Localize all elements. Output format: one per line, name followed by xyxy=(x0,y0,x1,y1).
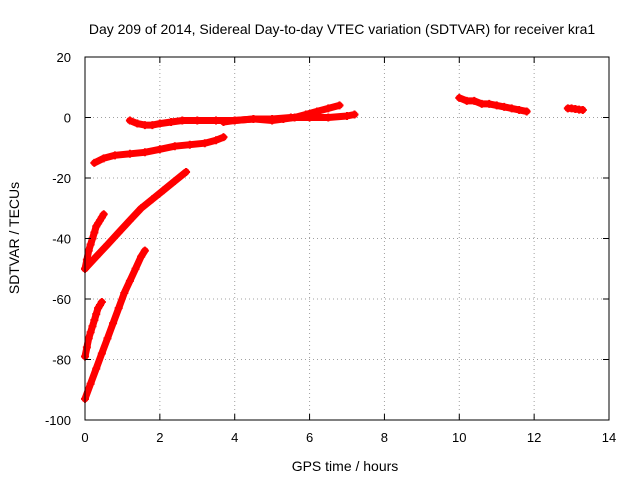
series-arc-2 xyxy=(81,168,190,273)
data-point xyxy=(140,121,149,130)
data-point xyxy=(343,111,351,120)
x-tick-label: 4 xyxy=(231,430,238,445)
data-point xyxy=(92,310,101,319)
data-point xyxy=(170,142,179,151)
data-point xyxy=(515,105,524,114)
data-point xyxy=(131,264,140,273)
data-point xyxy=(148,195,157,204)
data-point xyxy=(92,252,101,261)
data-point xyxy=(170,177,179,186)
data-point xyxy=(114,228,123,237)
data-point xyxy=(86,240,95,249)
data-point xyxy=(301,110,310,119)
data-point xyxy=(279,115,288,124)
data-point xyxy=(99,154,108,163)
x-tick-label: 6 xyxy=(306,430,313,445)
data-point xyxy=(230,116,239,125)
y-tick-label: 20 xyxy=(57,50,71,65)
data-point xyxy=(193,116,202,125)
data-point xyxy=(90,228,99,237)
data-series xyxy=(81,93,587,403)
y-tick-label: -40 xyxy=(52,232,71,247)
data-point xyxy=(140,148,149,157)
x-axis-label: GPS time / hours xyxy=(292,458,399,474)
data-point xyxy=(324,113,333,122)
data-point xyxy=(155,119,164,128)
data-point xyxy=(178,116,187,125)
data-point xyxy=(185,140,194,149)
data-point xyxy=(219,118,228,127)
x-tick-label: 0 xyxy=(81,430,88,445)
data-point xyxy=(109,319,118,328)
data-point xyxy=(114,304,123,313)
x-tick-label: 14 xyxy=(602,430,616,445)
y-tick-label: -20 xyxy=(52,171,71,186)
data-point xyxy=(492,101,501,110)
data-point xyxy=(313,107,322,116)
data-point xyxy=(485,99,494,108)
data-point xyxy=(500,102,509,111)
data-point xyxy=(290,113,299,122)
y-axis-label: SDTVAR / TECUs xyxy=(6,182,22,294)
data-point xyxy=(578,105,587,114)
data-point xyxy=(84,246,93,255)
data-point xyxy=(90,158,99,167)
data-point xyxy=(125,276,134,285)
data-point xyxy=(200,139,209,148)
data-point xyxy=(97,349,106,358)
data-point xyxy=(97,298,106,307)
data-point xyxy=(159,186,168,195)
x-tick-label: 12 xyxy=(527,430,541,445)
series-arc-7 xyxy=(220,101,343,126)
data-point xyxy=(350,110,359,119)
data-point xyxy=(137,204,146,213)
data-point xyxy=(103,334,112,343)
data-point xyxy=(477,99,486,108)
data-point xyxy=(125,216,134,225)
data-point xyxy=(137,252,146,261)
data-point xyxy=(462,96,471,105)
data-point xyxy=(212,116,220,125)
y-tick-label: -80 xyxy=(52,353,71,368)
data-point xyxy=(522,107,531,116)
data-point xyxy=(268,116,277,125)
data-point xyxy=(86,328,95,337)
data-point xyxy=(212,136,220,145)
y-tick-label: -60 xyxy=(52,292,71,307)
data-point xyxy=(86,379,95,388)
data-point xyxy=(324,104,333,113)
x-tick-label: 10 xyxy=(452,430,466,445)
data-point xyxy=(140,246,149,255)
data-point xyxy=(133,119,142,128)
x-tick-label: 8 xyxy=(381,430,388,445)
data-point xyxy=(99,210,108,219)
data-point xyxy=(90,316,99,325)
data-point xyxy=(507,104,516,113)
data-point xyxy=(82,343,91,352)
y-tick-label: 0 xyxy=(64,111,71,126)
data-point xyxy=(84,334,93,343)
data-point xyxy=(219,133,228,142)
data-point xyxy=(335,101,344,110)
data-point xyxy=(110,151,119,160)
data-point xyxy=(92,364,101,373)
chart-title: Day 209 of 2014, Sidereal Day-to-day VTE… xyxy=(89,21,595,37)
axis-ticks: 0 2 4 6 8 10 12 14 -100 -80 -60 -40 -20 0 20 xyxy=(45,50,616,445)
y-tick-label: -100 xyxy=(45,413,71,428)
data-point xyxy=(148,121,157,130)
data-point xyxy=(125,116,134,125)
data-point xyxy=(155,145,164,154)
data-point xyxy=(125,149,134,158)
data-point xyxy=(88,322,97,331)
data-point xyxy=(182,167,191,176)
data-point xyxy=(470,96,479,105)
data-point xyxy=(455,93,464,102)
x-tick-label: 2 xyxy=(156,430,163,445)
data-point xyxy=(167,118,176,127)
data-point xyxy=(120,288,129,297)
data-point xyxy=(249,115,258,124)
data-point xyxy=(103,240,112,249)
